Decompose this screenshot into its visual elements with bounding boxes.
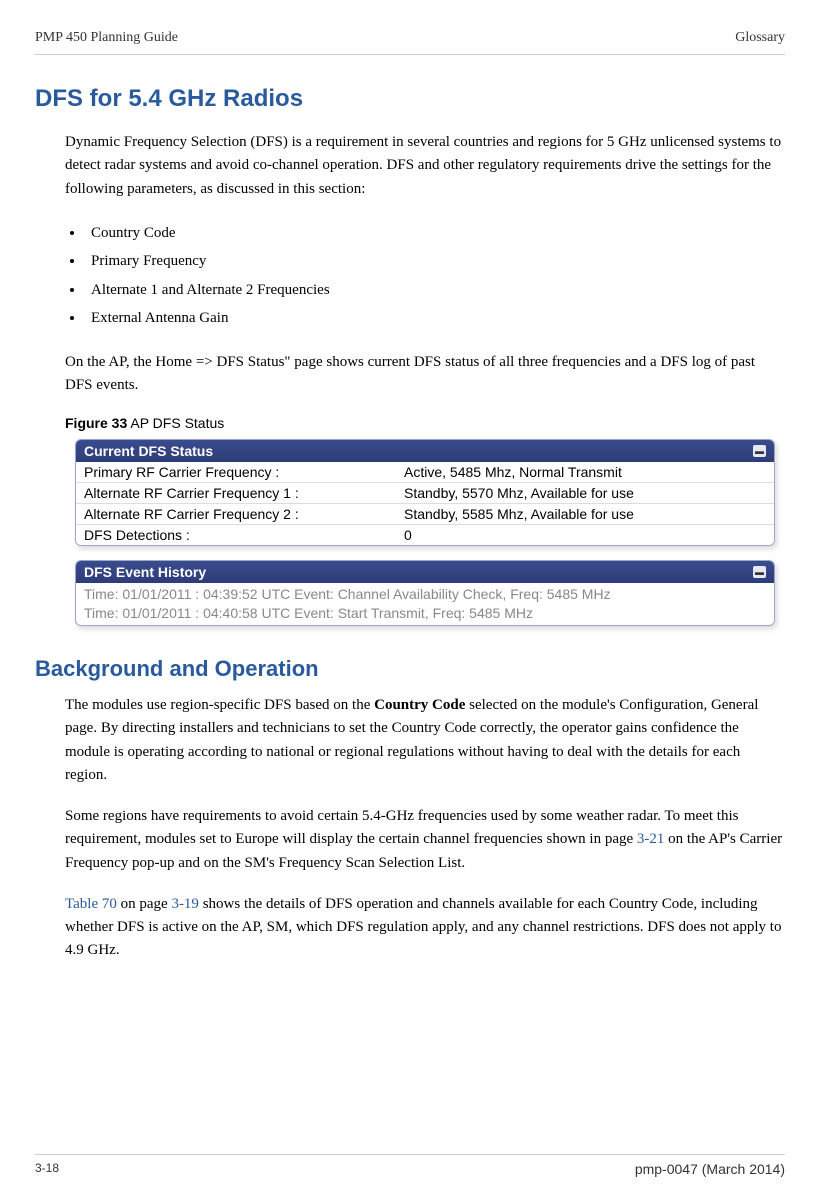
row-label: DFS Detections : xyxy=(84,527,404,543)
bg-paragraph-2: Some regions have requirements to avoid … xyxy=(65,805,785,875)
figure-number: Figure 33 xyxy=(65,415,127,431)
list-item: Alternate 1 and Alternate 2 Frequencies xyxy=(85,276,785,305)
history-line: Time: 01/01/2011 : 04:39:52 UTC Event: C… xyxy=(84,585,766,604)
table-row: DFS Detections : 0 xyxy=(76,525,774,545)
panel-title: DFS Event History xyxy=(84,564,206,580)
table-row: Alternate RF Carrier Frequency 2 : Stand… xyxy=(76,504,774,525)
list-item: Primary Frequency xyxy=(85,247,785,276)
panel-header: DFS Event History ▬ xyxy=(76,561,774,583)
main-heading: DFS for 5.4 GHz Radios xyxy=(35,85,785,113)
header-right: Glossary xyxy=(735,30,785,46)
row-value: 0 xyxy=(404,527,412,543)
table-row: Alternate RF Carrier Frequency 1 : Stand… xyxy=(76,483,774,504)
page-link[interactable]: 3-21 xyxy=(637,831,665,847)
bullet-list: Country Code Primary Frequency Alternate… xyxy=(85,219,785,333)
figure-caption: Figure 33 AP DFS Status xyxy=(65,415,785,431)
page-header: PMP 450 Planning Guide Glossary xyxy=(35,30,785,55)
dfs-status-panel: Current DFS Status ▬ Primary RF Carrier … xyxy=(75,439,775,546)
figure-title: AP DFS Status xyxy=(127,415,224,431)
panel-title: Current DFS Status xyxy=(84,443,213,459)
minimize-icon[interactable]: ▬ xyxy=(753,566,766,578)
minimize-icon[interactable]: ▬ xyxy=(753,445,766,457)
row-label: Alternate RF Carrier Frequency 1 : xyxy=(84,485,404,501)
dfs-history-panel: DFS Event History ▬ Time: 01/01/2011 : 0… xyxy=(75,560,775,626)
row-value: Active, 5485 Mhz, Normal Transmit xyxy=(404,464,622,480)
row-value: Standby, 5570 Mhz, Available for use xyxy=(404,485,634,501)
panel-body: Time: 01/01/2011 : 04:39:52 UTC Event: C… xyxy=(76,583,774,625)
document-id: pmp-0047 (March 2014) xyxy=(635,1161,785,1177)
table-row: Primary RF Carrier Frequency : Active, 5… xyxy=(76,462,774,483)
panel-body: Primary RF Carrier Frequency : Active, 5… xyxy=(76,462,774,545)
panel-header: Current DFS Status ▬ xyxy=(76,440,774,462)
list-item: External Antenna Gain xyxy=(85,304,785,333)
after-bullets-paragraph: On the AP, the Home => DFS Status" page … xyxy=(65,351,785,398)
bg-paragraph-1: The modules use region-specific DFS base… xyxy=(65,694,785,787)
page-link[interactable]: 3-19 xyxy=(171,896,199,912)
row-label: Primary RF Carrier Frequency : xyxy=(84,464,404,480)
bg-paragraph-3: Table 70 on page 3-19 shows the details … xyxy=(65,893,785,963)
page-number: 3-18 xyxy=(35,1161,59,1177)
list-item: Country Code xyxy=(85,219,785,248)
section-heading: Background and Operation xyxy=(35,656,785,682)
header-left: PMP 450 Planning Guide xyxy=(35,30,178,46)
bold-text: Country Code xyxy=(374,697,465,713)
row-value: Standby, 5585 Mhz, Available for use xyxy=(404,506,634,522)
page-footer: 3-18 pmp-0047 (March 2014) xyxy=(35,1154,785,1177)
row-label: Alternate RF Carrier Frequency 2 : xyxy=(84,506,404,522)
intro-paragraph: Dynamic Frequency Selection (DFS) is a r… xyxy=(65,131,785,201)
history-line: Time: 01/01/2011 : 04:40:58 UTC Event: S… xyxy=(84,604,766,623)
table-link[interactable]: Table 70 xyxy=(65,896,117,912)
